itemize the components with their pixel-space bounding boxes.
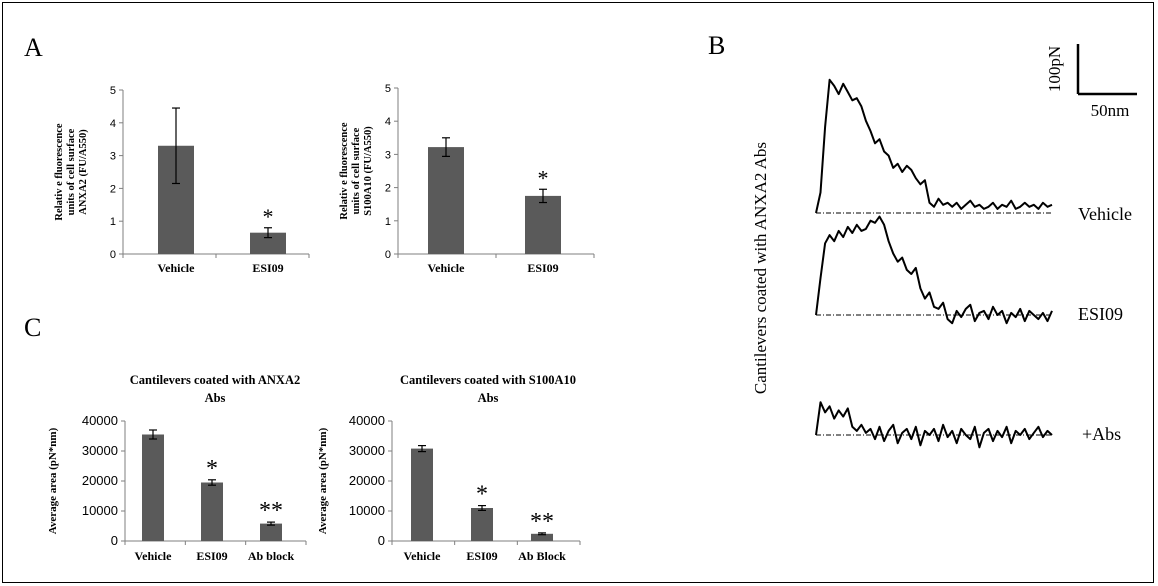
trace-line <box>815 78 1053 214</box>
bar <box>142 434 164 541</box>
y-tick-label: 40000 <box>82 413 118 428</box>
y-axis-label: Average area (pN*nm) <box>47 427 59 534</box>
y-tick-label: 2 <box>385 183 391 195</box>
charts-layer: 0 1 2 3 4 5 Vehicle * ESI09 Relativ e fluorescenc… <box>47 44 1137 563</box>
category-label: Vehicle <box>404 549 442 563</box>
y-tick-label: 10000 <box>349 503 385 518</box>
significance-star: ** <box>259 498 283 524</box>
bar <box>411 448 433 541</box>
y-tick-label: 0 <box>385 249 391 261</box>
y-tick-label: 0 <box>110 249 116 261</box>
y-axis-label: S100A10 (FU/A550) <box>363 126 374 216</box>
y-tick-label: 3 <box>385 149 391 161</box>
chart-title: Abs <box>478 391 499 405</box>
y-tick-label: 1 <box>110 216 116 228</box>
trace-line <box>815 401 1053 449</box>
panel-label-b: B <box>708 31 725 60</box>
y-axis-label: Relativ e fluorescence <box>339 122 350 220</box>
bar <box>250 232 286 254</box>
trace-line <box>815 215 1053 325</box>
category-label: Vehicle <box>135 549 173 563</box>
y-tick-label: 2 <box>110 183 116 195</box>
trace-label: ESI09 <box>1078 304 1123 324</box>
y-axis-label: Relativ e fluorescence <box>54 123 65 221</box>
y-tick-label: 10000 <box>82 503 118 518</box>
chart-title: Abs <box>205 391 226 405</box>
y-tick-label: 0 <box>111 533 118 548</box>
y-axis-label: units of cell surface <box>351 127 362 214</box>
y-tick-label: 30000 <box>82 443 118 458</box>
significance-star: * <box>263 204 274 229</box>
scale-bar-x-label: 50nm <box>1091 101 1130 120</box>
chart-title: Cantilevers coated with S100A10 <box>400 373 576 387</box>
bar <box>260 523 282 541</box>
category-label: Ab Block <box>518 549 566 563</box>
chart-title: Cantilevers coated with ANXA2 <box>130 373 300 387</box>
significance-star: * <box>476 482 488 508</box>
bar <box>428 147 464 254</box>
y-axis-label: units of cell surface <box>66 128 77 215</box>
category-label: Vehicle <box>428 261 466 275</box>
scale-bar-y-label: 100pN <box>1045 46 1064 92</box>
y-tick-label: 3 <box>110 151 116 163</box>
y-tick-label: 1 <box>385 216 391 228</box>
significance-star: * <box>538 165 549 190</box>
category-label: ESI09 <box>196 549 227 563</box>
y-tick-label: 40000 <box>349 413 385 428</box>
panel-label-c: C <box>24 313 41 342</box>
y-tick-label: 0 <box>378 533 385 548</box>
y-tick-label: 4 <box>110 118 116 130</box>
y-tick-label: 5 <box>110 85 116 97</box>
trace-label: +Abs <box>1082 424 1121 444</box>
significance-star: ** <box>530 509 554 535</box>
category-label: ESI09 <box>466 549 497 563</box>
bar <box>531 533 553 541</box>
y-tick-label: 5 <box>385 83 391 95</box>
panel-b-y-label: Cantilevers coated with ANXA2 Abs <box>751 142 770 394</box>
y-axis-label: Average area (pN*nm) <box>317 427 329 534</box>
bar <box>471 508 493 541</box>
y-tick-label: 4 <box>385 116 391 128</box>
significance-star: * <box>206 456 218 482</box>
y-tick-label: 30000 <box>349 443 385 458</box>
category-label: ESI09 <box>252 261 283 275</box>
category-label: Ab block <box>248 549 295 563</box>
trace-label: Vehicle <box>1078 204 1132 224</box>
category-label: ESI09 <box>527 261 558 275</box>
y-axis-label: ANXA2 (FU/A550) <box>78 129 89 215</box>
y-tick-label: 20000 <box>82 473 118 488</box>
bar <box>201 482 223 541</box>
bar <box>525 195 561 254</box>
panel-label-a: A <box>24 33 43 62</box>
category-label: Vehicle <box>158 261 196 275</box>
y-tick-label: 20000 <box>349 473 385 488</box>
